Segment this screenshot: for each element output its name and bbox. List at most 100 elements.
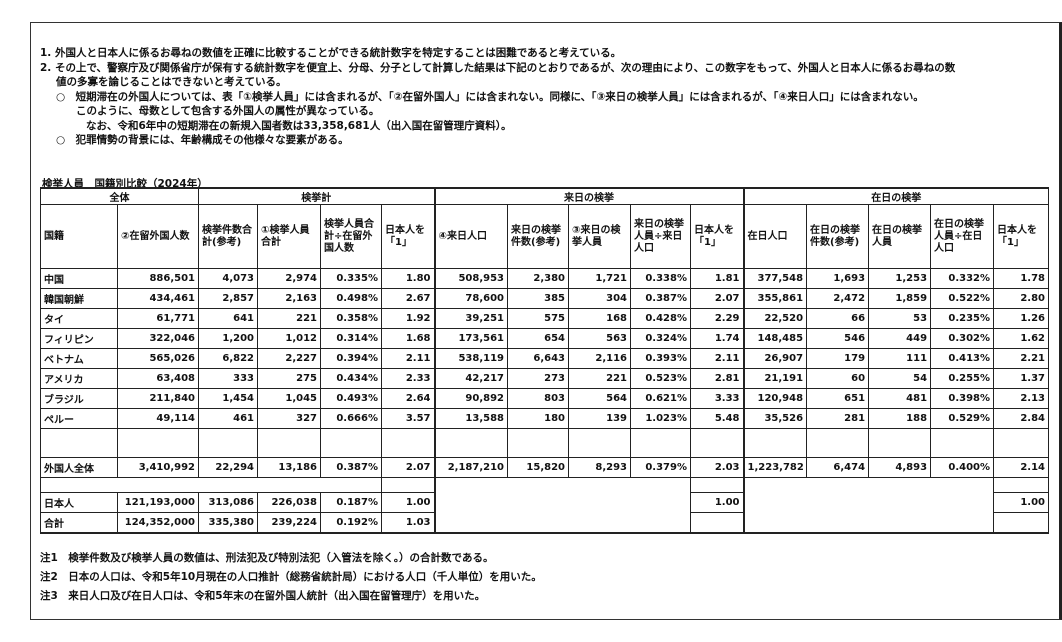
table-cell: 273 [507, 368, 569, 389]
table-cell: 90,892 [433, 388, 508, 409]
note: 注1 検挙件数及び検挙人員の数値は、刑法犯及び特別法犯（入管法を除く。）の合計数… [40, 552, 494, 564]
table-cell: 434,461 [117, 288, 199, 309]
column-header: 日本人を「1」 [993, 204, 1050, 269]
table-cell: 6,474 [806, 457, 870, 478]
table-cell: 1.92 [381, 308, 435, 329]
intro-line: 1. 外国人と日本人に係るお尋ねの数値を正確に比較することができる統計数字を特定… [40, 47, 622, 59]
table-cell: 2.81 [689, 368, 745, 389]
intro-line: このように、母数として包含する外国人の属性が異なっている。 [76, 105, 380, 117]
table-cell: 1,253 [868, 268, 932, 289]
table-cell: 1,012 [257, 328, 321, 349]
table-cell: 2.80 [993, 288, 1050, 309]
table-cell: 564 [568, 388, 631, 409]
table-cell: 35,526 [742, 408, 808, 429]
table-cell: 0.428% [630, 308, 691, 329]
table-cell [930, 428, 995, 458]
table-cell: 221 [568, 368, 631, 389]
table-cell: 0.335% [320, 268, 382, 289]
table-cell [320, 428, 382, 458]
table-row: ベトナム 565,026 6,822 2,227 0.394% 2.11 538,119 6,… [40, 348, 1050, 369]
table-cell: 2.67 [381, 288, 435, 309]
table-cell: 0.192% [320, 512, 382, 534]
intro-text: 1. 外国人と日本人に係るお尋ねの数値を正確に比較することができる統計数字を特定… [40, 46, 1050, 148]
table-cell: 886,501 [117, 268, 199, 289]
table-cell: 1,045 [257, 388, 321, 409]
table-cell: フィリピン [40, 328, 118, 349]
table-cell [117, 428, 199, 458]
table-cell: 0.338% [630, 268, 691, 289]
table-cell: 54 [868, 368, 932, 389]
table-cell: 322,046 [117, 328, 199, 349]
table-cell: 4,073 [198, 268, 258, 289]
table-cell: 外国人全体 [40, 457, 118, 478]
table-cell: 日本人 [40, 492, 118, 513]
table-cell: 0.498% [320, 288, 382, 309]
table-cell: 275 [257, 368, 321, 389]
table-cell: 0.493% [320, 388, 382, 409]
table-cell: 168 [568, 308, 631, 329]
table-cell: 481 [868, 388, 932, 409]
blank-row [40, 428, 1050, 458]
table-cell: 0.434% [320, 368, 382, 389]
table-cell: 2.07 [689, 288, 745, 309]
table-cell: 355,861 [742, 288, 808, 309]
table-cell: 49,114 [117, 408, 199, 429]
table-row: ブラジル 211,840 1,454 1,045 0.493% 2.64 90,892 803… [40, 388, 1050, 409]
table-cell: 合計 [40, 512, 118, 534]
table-cell: 281 [806, 408, 870, 429]
table-cell: 0.394% [320, 348, 382, 369]
table-cell: 1,223,782 [742, 457, 808, 478]
table-cell: 377,548 [742, 268, 808, 289]
table-cell: 2.07 [381, 457, 435, 478]
column-header: 在日の検挙件数(参考) [806, 204, 870, 269]
table-cell: タイ [40, 308, 118, 329]
table-cell: 641 [198, 308, 258, 329]
column-header: ①検挙人員合計 [257, 204, 321, 269]
table-cell: 0.393% [630, 348, 691, 369]
table-cell: 2,116 [568, 348, 631, 369]
table-cell: 1,200 [198, 328, 258, 349]
table-cell: 111 [868, 348, 932, 369]
table-cell: 0.302% [930, 328, 995, 349]
table-cell: 2,380 [507, 268, 569, 289]
table-cell: 1.00 [381, 492, 435, 513]
column-header: 在日の検挙人員÷在日人口 [930, 204, 995, 269]
table-cell: 8,293 [568, 457, 631, 478]
table-cell: 3,410,992 [117, 457, 199, 478]
table-cell: 304 [568, 288, 631, 309]
table-cell: 1.81 [689, 268, 745, 289]
table-cell: 4,893 [868, 457, 932, 478]
table-cell: 13,588 [433, 408, 508, 429]
table-cell: 韓国朝鮮 [40, 288, 118, 309]
table-cell [40, 428, 118, 458]
table-cell: 313,086 [198, 492, 258, 513]
intro-line: 2. その上で、警察庁及び関係省庁が保有する統計数字を便宜上、分母、分子として計… [40, 61, 956, 74]
table-cell: 221 [257, 308, 321, 329]
table-cell: 39,251 [433, 308, 508, 329]
table-row: 韓国朝鮮 434,461 2,857 2,163 0.498% 2.67 78,600 385… [40, 288, 1050, 309]
table-cell [742, 428, 808, 458]
table-cell [433, 477, 691, 534]
column-header: 在日の検挙人員 [868, 204, 932, 269]
table-cell [257, 428, 321, 458]
table-cell: 2,187,210 [433, 457, 508, 478]
table-row: フィリピン 322,046 1,200 1,012 0.314% 1.68 173,561 6… [40, 328, 1050, 349]
table-cell: 1.80 [381, 268, 435, 289]
table-cell: 66 [806, 308, 870, 329]
table-cell: 1,721 [568, 268, 631, 289]
table-cell: 6,643 [507, 348, 569, 369]
table-cell [630, 428, 691, 458]
column-header: ④来日人口 [433, 204, 508, 269]
table-cell: 124,352,000 [117, 512, 199, 534]
table-cell [568, 428, 631, 458]
table-cell [381, 477, 435, 493]
table-cell: 0.523% [630, 368, 691, 389]
table-cell: 385 [507, 288, 569, 309]
column-header: 日本人を「1」 [689, 204, 745, 269]
table-cell: 2.29 [689, 308, 745, 329]
column-header: 来日の検挙人員÷来日人口 [630, 204, 691, 269]
table-cell: 53 [868, 308, 932, 329]
table-cell [993, 428, 1050, 458]
intro-line: 値の多寡を論じることはできないと考えている。 [56, 76, 287, 88]
table-cell [806, 428, 870, 458]
